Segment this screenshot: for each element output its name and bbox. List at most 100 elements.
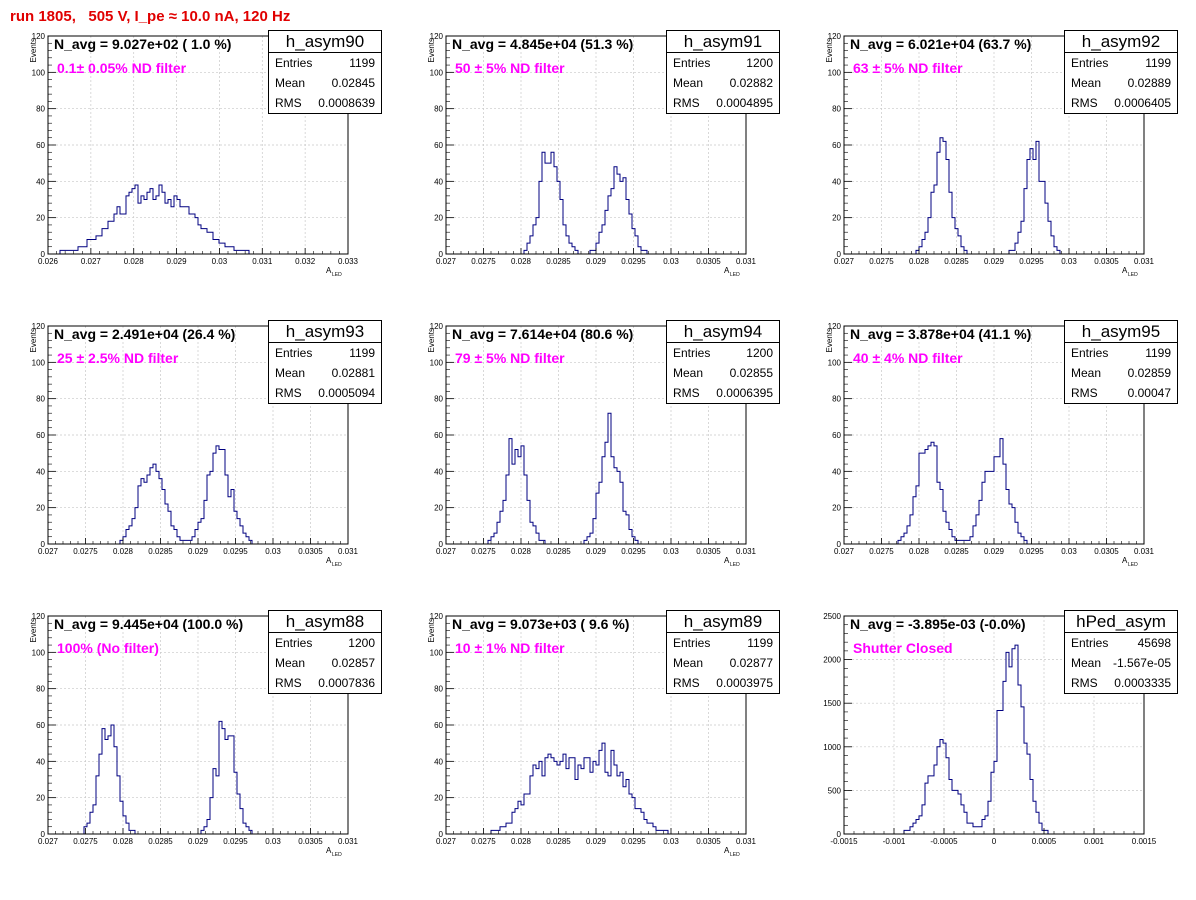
x-tick-label: -0.001 [883,837,906,846]
x-tick-label: 0.028 [511,257,532,266]
x-tick-label: 0 [992,837,997,846]
x-tick-label: 0.03 [663,837,679,846]
x-axis-label: A [724,556,730,565]
stats-key: Entries [1071,346,1109,360]
histogram-line [48,184,348,255]
navg-annotation: N_avg = 6.021e+04 (63.7 %) [850,36,1032,52]
y-tick-label: 0 [41,830,46,839]
x-tick-label: 0.0275 [471,257,496,266]
x-axis-label-sub: LED [730,562,740,568]
stats-key: Entries [673,636,711,650]
stats-row: RMS 0.0003975 [667,673,779,693]
x-tick-label: 0.0285 [546,257,571,266]
histogram-panel-hPed_asym: -0.0015 -0.001 -0.0005 0 0.0005 0.001 0.0015 0 5… [796,610,1194,900]
histogram-svg: 0.027 0.0275 0.028 0.0285 0.029 0.0295 0.03 0.0… [29,612,359,858]
stats-value: 1200 [348,636,375,650]
y-tick-label: 0 [837,540,842,549]
stats-key: Entries [275,56,313,70]
stats-row: Entries 1199 [269,343,381,363]
x-tick-label: 0.0275 [73,547,98,556]
stats-row: Entries 1200 [269,633,381,653]
x-tick-label: 0.0285 [944,257,969,266]
y-axis-label: Events [825,328,834,352]
stats-key: RMS [673,386,700,400]
y-tick-label: 2000 [823,656,841,665]
y-tick-label: 0 [41,540,46,549]
histogram-panel-h_asym95: 0.027 0.0275 0.028 0.0285 0.029 0.0295 0.03 0.0… [796,320,1194,610]
stats-key: Entries [275,346,313,360]
y-tick-label: 80 [36,105,45,114]
y-tick-label: 0 [439,250,444,259]
x-axis-label: A [326,846,332,855]
y-tick-label: 60 [434,431,443,440]
x-axis-label-sub: LED [1128,562,1138,568]
histogram-name: h_asym92 [1065,31,1177,53]
histogram-panel-h_asym88: 0.027 0.0275 0.028 0.0285 0.029 0.0295 0.03 0.0… [0,610,398,900]
histogram-name: h_asym88 [269,611,381,633]
x-tick-label: 0.031 [736,837,757,846]
y-tick-label: 100 [32,358,46,367]
stats-value: 1200 [746,346,773,360]
x-tick-label: 0.027 [38,837,59,846]
filter-label: 25 ± 2.5% ND filter [57,350,179,366]
y-tick-label: 120 [32,32,46,41]
stats-value: 45698 [1137,636,1171,650]
stats-key: Mean [275,656,306,670]
stats-value: 0.0003335 [1114,676,1171,690]
x-tick-label: 0.028 [909,547,930,556]
navg-annotation: N_avg = 4.845e+04 (51.3 %) [452,36,634,52]
y-tick-label: 20 [832,504,841,513]
x-tick-label: 0.0285 [148,547,173,556]
stats-box: h_asym92 Entries 1199 Mean 0.02889 RMS 0.00064… [1064,30,1178,114]
stats-key: Mean [1071,366,1102,380]
x-tick-label: -0.0015 [830,837,858,846]
y-tick-label: 40 [36,177,45,186]
x-tick-label: 0.0285 [944,547,969,556]
stats-row: Mean -1.567e-05 [1065,653,1177,673]
y-tick-label: 0 [41,250,46,259]
x-axis-label-sub: LED [332,852,342,858]
x-tick-label: 0.0305 [298,837,323,846]
stats-key: Entries [673,56,711,70]
stats-key: RMS [275,676,302,690]
x-axis-label-sub: LED [730,272,740,278]
y-tick-label: 100 [828,358,842,367]
y-tick-label: 1000 [823,743,841,752]
filter-label: 63 ± 5% ND filter [853,60,963,76]
x-tick-label: 0.033 [338,257,359,266]
stats-value: 0.0004895 [716,96,773,110]
x-tick-label: 0.0275 [73,837,98,846]
x-tick-label: 0.0295 [223,837,248,846]
stats-row: Mean 0.02845 [269,73,381,93]
stats-row: Entries 1199 [269,53,381,73]
stats-row: Mean 0.02877 [667,653,779,673]
stats-value: 0.02845 [331,76,375,90]
y-tick-label: 100 [430,358,444,367]
stats-row: RMS 0.00047 [1065,383,1177,403]
y-tick-label: 20 [36,214,45,223]
x-tick-label: 0.03 [663,257,679,266]
y-tick-label: 1500 [823,699,841,708]
y-tick-label: 40 [434,177,443,186]
x-tick-label: 0.028 [909,257,930,266]
stats-value: 1199 [349,346,375,360]
histogram-svg: 0.026 0.027 0.028 0.029 0.03 0.031 0.032 0.033 0… [29,32,359,278]
stats-key: RMS [673,676,700,690]
x-tick-label: 0.027 [436,257,457,266]
x-tick-label: 0.0015 [1132,837,1157,846]
x-tick-label: 0.031 [338,547,359,556]
x-tick-label: 0.028 [511,837,532,846]
y-tick-label: 60 [36,721,45,730]
y-tick-label: 0 [837,250,842,259]
y-axis-label: Events [427,328,436,352]
y-tick-label: 80 [832,105,841,114]
x-tick-label: 0.0295 [621,547,646,556]
navg-annotation: N_avg = 3.878e+04 (41.1 %) [850,326,1032,342]
x-tick-label: 0.0305 [696,837,721,846]
stats-row: Mean 0.02859 [1065,363,1177,383]
y-tick-label: 0 [439,830,444,839]
x-tick-label: 0.027 [834,257,855,266]
stats-value: 1200 [746,56,773,70]
x-tick-label: 0.0305 [696,257,721,266]
x-tick-label: 0.03 [265,547,281,556]
